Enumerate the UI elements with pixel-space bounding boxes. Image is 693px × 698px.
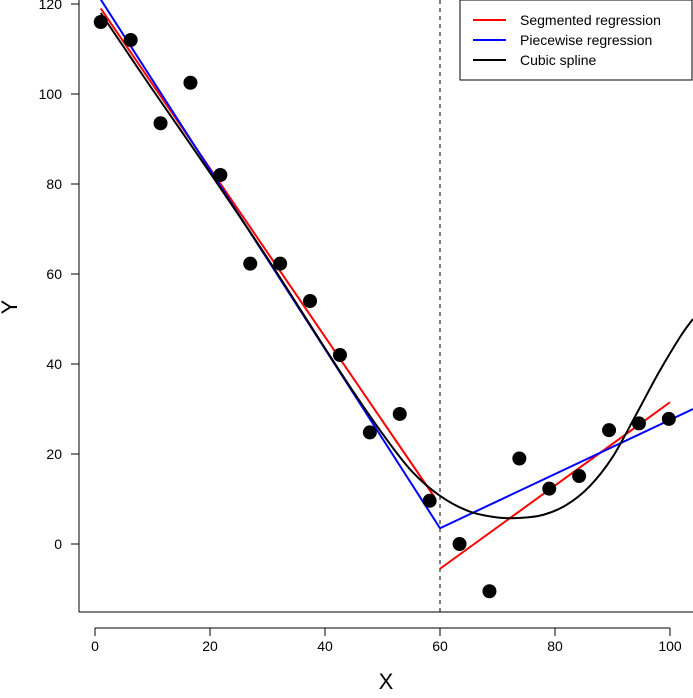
segmented-regression-line	[99, 7, 436, 498]
data-point	[303, 294, 318, 308]
x-tick-label: 40	[317, 638, 333, 654]
data-point	[93, 15, 108, 29]
y-tick-label: 80	[46, 176, 62, 192]
axes: 0 20 40 60 80 100 0 20 40 60 80 100 120	[39, 0, 693, 654]
data-point	[332, 348, 347, 362]
y-tick-label: 40	[46, 356, 62, 372]
data-point	[631, 416, 646, 431]
data-point	[273, 256, 288, 271]
x-tick-label: 60	[432, 638, 448, 654]
data-point	[392, 406, 407, 421]
data-point	[602, 423, 617, 438]
y-tick-label: 20	[46, 446, 62, 462]
y-tick-label: 120	[39, 0, 63, 12]
data-point	[243, 256, 258, 271]
data-point	[661, 411, 676, 426]
data-point	[482, 584, 497, 599]
legend-label-segmented-regression: Segmented regression	[520, 12, 661, 28]
legend-label-cubic-spline: Cubic spline	[520, 52, 596, 68]
y-tick-label: 100	[39, 86, 63, 102]
y-tick-label: 0	[54, 536, 62, 552]
data-point	[422, 493, 437, 508]
points-layer	[93, 15, 676, 599]
data-point	[362, 425, 377, 440]
x-tick-label: 80	[547, 638, 563, 654]
data-point	[452, 537, 467, 551]
data-point	[572, 469, 587, 484]
x-tick-label: 100	[658, 638, 682, 654]
data-point	[213, 168, 228, 182]
x-tick-label: 20	[202, 638, 218, 654]
legend: Segmented regression Piecewise regression…	[459, 0, 693, 81]
piecewise-regression-line	[439, 408, 693, 530]
data-point	[123, 33, 138, 47]
data-point	[512, 451, 527, 466]
legend-label-piecewise-regression: Piecewise regression	[520, 32, 652, 48]
data-point	[183, 75, 198, 90]
data-point	[153, 116, 168, 131]
x-tick-label: 0	[91, 638, 99, 654]
x-axis-title: X	[379, 669, 394, 693]
y-tick-label: 60	[46, 266, 62, 282]
y-axis-title: Y	[0, 299, 22, 314]
cubic-spline-curve	[99, 12, 693, 520]
series-layer	[99, 0, 693, 612]
data-point	[542, 481, 557, 496]
